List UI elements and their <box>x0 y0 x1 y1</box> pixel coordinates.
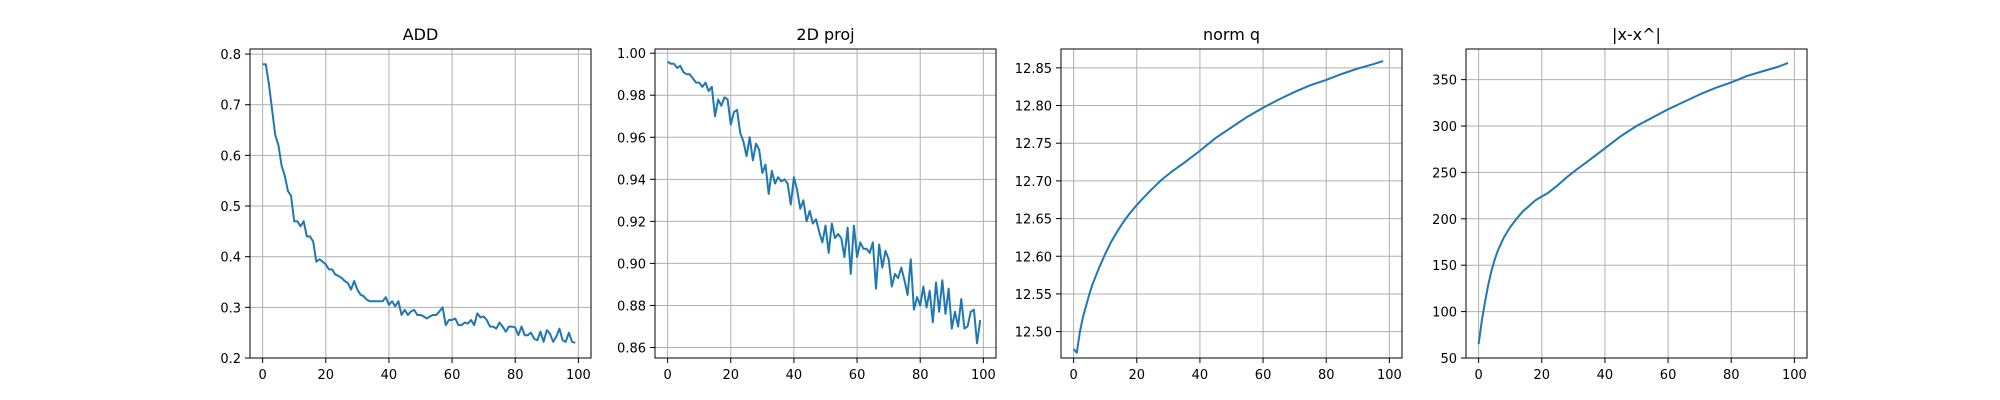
y-tick-label: 0.2 <box>220 352 241 367</box>
y-tick-label: 100 <box>1432 306 1457 321</box>
y-tick-label: 0.94 <box>617 173 646 188</box>
x-tick-label: 0 <box>1069 368 1077 383</box>
y-tick-label: 0.88 <box>617 299 646 314</box>
y-tick-label: 150 <box>1432 259 1457 274</box>
chart-panel-1: 0 20 40 60 80 100 0.2 0.3 0.4 0.5 0.6 0.7 0.8 ADD <box>220 25 592 383</box>
chart-panel-3: 0 20 40 60 80 100 12.50 12.55 12.60 12.65 12.70 12.… <box>1015 25 1403 383</box>
x-tick-label: 20 <box>723 368 740 383</box>
axes-frame <box>1060 48 1403 359</box>
y-tick-label: 0.8 <box>220 48 241 63</box>
x-tick-label: 40 <box>381 368 398 383</box>
x-tick-label: 80 <box>507 368 524 383</box>
y-tick-label: 0.6 <box>220 149 241 164</box>
y-tick-label: 12.55 <box>1015 288 1052 303</box>
y-tick-label: 12.85 <box>1015 62 1052 77</box>
x-tick-label: 0 <box>663 368 671 383</box>
y-tick-label: 0.92 <box>617 215 646 230</box>
x-tick-label: 20 <box>1129 368 1146 383</box>
y-tick-label: 300 <box>1432 120 1457 135</box>
x-tick-label: 100 <box>1377 368 1402 383</box>
x-tick-label: 100 <box>566 368 591 383</box>
x-tick-label: 40 <box>786 368 803 383</box>
x-tick-label: 20 <box>1534 368 1551 383</box>
x-tick-label: 60 <box>849 368 866 383</box>
y-tick-label: 200 <box>1432 213 1457 228</box>
x-tick-label: 60 <box>1255 368 1272 383</box>
y-tick-label: 0.86 <box>617 341 646 356</box>
y-tick-label: 350 <box>1432 74 1457 89</box>
axes-frame <box>249 48 592 359</box>
x-tick-label: 0 <box>1474 368 1482 383</box>
y-tick-label: 12.80 <box>1015 100 1052 115</box>
y-tick-label: 12.65 <box>1015 213 1052 228</box>
data-line <box>667 60 982 345</box>
y-tick-label: 0.98 <box>617 89 646 104</box>
data-line <box>1072 60 1384 354</box>
chart-title: 2D proj <box>796 25 854 44</box>
y-tick-label: 0.5 <box>220 200 241 215</box>
data-line <box>1477 61 1789 345</box>
y-tick-label: 250 <box>1432 166 1457 181</box>
chart-title: norm q <box>1203 25 1260 44</box>
y-tick-label: 50 <box>1440 352 1457 367</box>
x-tick-label: 40 <box>1192 368 1209 383</box>
x-tick-label: 40 <box>1597 368 1614 383</box>
chart-panel-2: 0 20 40 60 80 100 0.86 0.88 0.90 0.92 0.94 0.96 0.98… <box>617 25 997 383</box>
x-tick-label: 60 <box>1660 368 1677 383</box>
x-tick-label: 100 <box>1782 368 1807 383</box>
chart-title: |x-x^| <box>1612 25 1661 44</box>
y-tick-label: 1.00 <box>617 47 646 62</box>
y-tick-label: 0.4 <box>220 251 241 266</box>
y-tick-label: 12.60 <box>1015 250 1052 265</box>
y-tick-label: 0.90 <box>617 257 646 272</box>
chart-panel-4: 0 20 40 60 80 100 50 100 150 200 250 300 350 |x-x^| <box>1432 25 1808 383</box>
chart-title: ADD <box>403 25 439 44</box>
x-tick-label: 60 <box>444 368 461 383</box>
x-tick-label: 80 <box>1723 368 1740 383</box>
y-tick-label: 12.50 <box>1015 326 1052 341</box>
x-tick-label: 80 <box>912 368 929 383</box>
axes-frame <box>1465 48 1808 359</box>
data-line <box>262 63 576 344</box>
y-tick-label: 0.7 <box>220 99 241 114</box>
y-tick-label: 12.75 <box>1015 137 1052 152</box>
y-tick-label: 0.96 <box>617 131 646 146</box>
axes-frame <box>654 48 997 359</box>
x-tick-label: 0 <box>258 368 266 383</box>
x-tick-label: 20 <box>318 368 335 383</box>
y-tick-label: 0.3 <box>220 301 241 316</box>
x-tick-label: 80 <box>1318 368 1335 383</box>
x-tick-label: 100 <box>971 368 996 383</box>
y-tick-label: 12.70 <box>1015 175 1052 190</box>
